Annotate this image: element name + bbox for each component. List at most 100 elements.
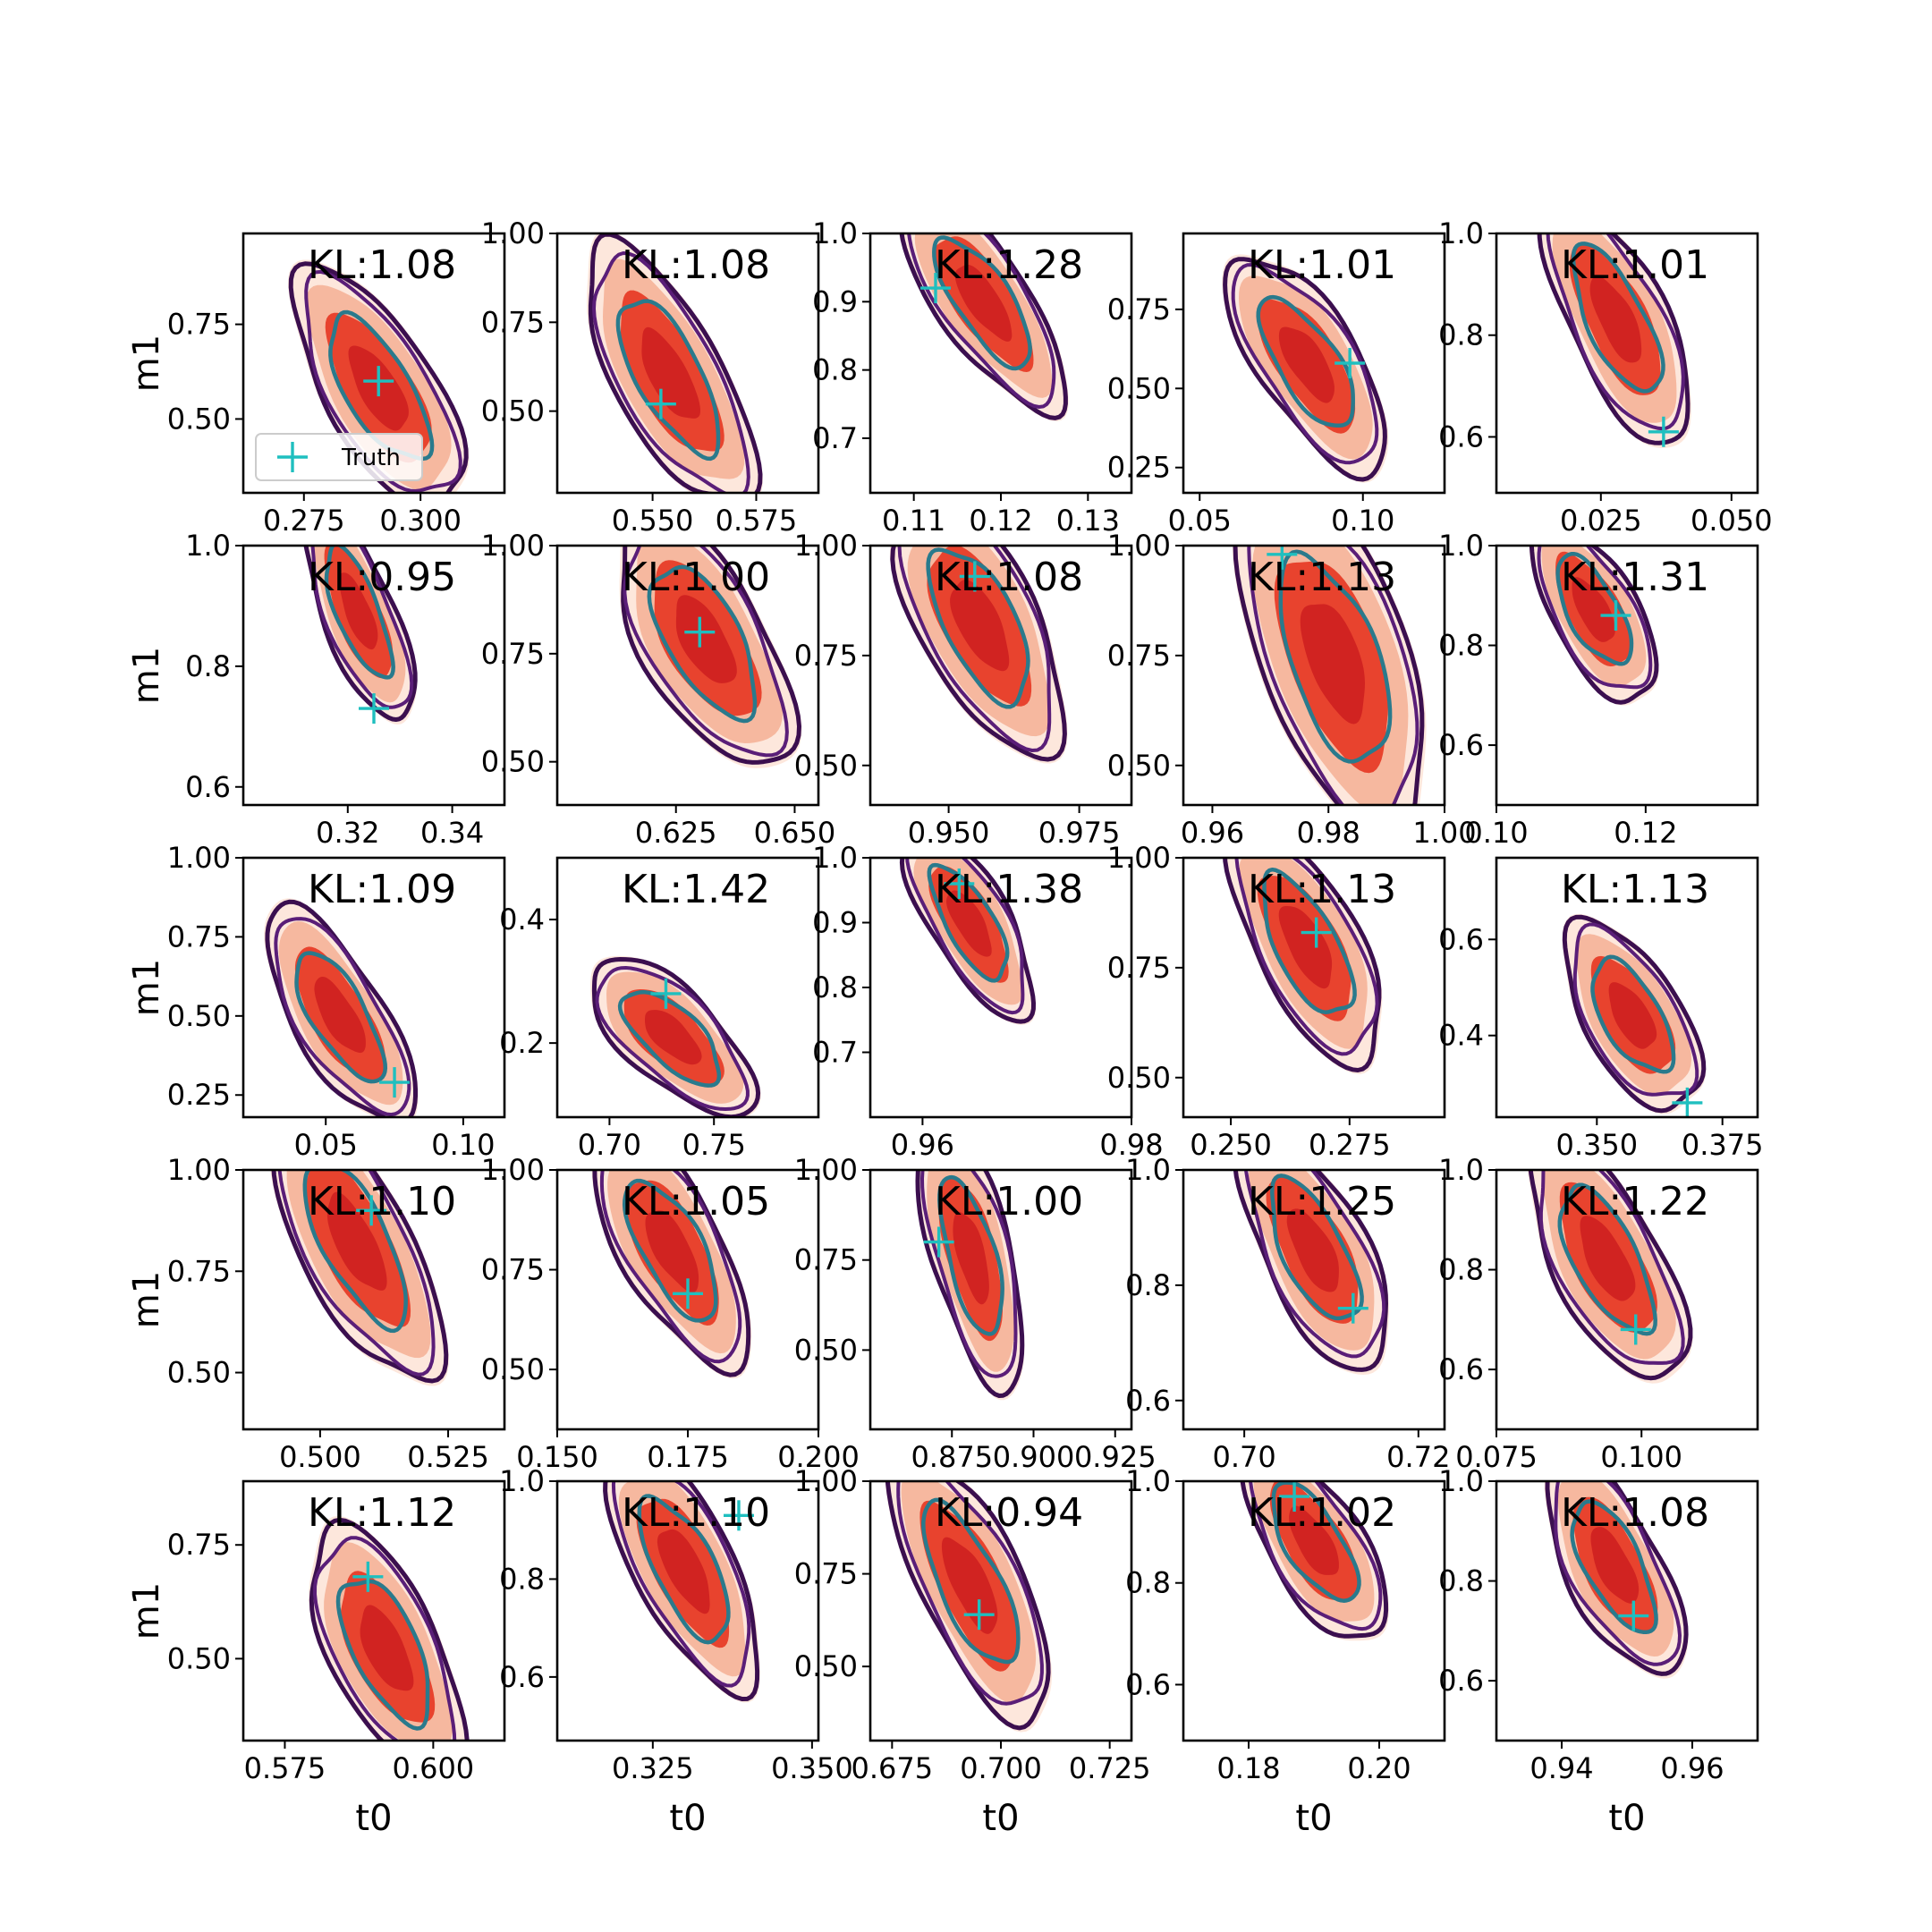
y-tick-label: 0.50 — [794, 1649, 858, 1683]
kl-annotation: KL:0.95 — [308, 555, 456, 600]
y-tick-label: 1.0 — [1438, 216, 1484, 250]
x-tick-label: 0.12 — [969, 504, 1032, 538]
y-tick-label: 1.00 — [481, 216, 545, 250]
y-tick-label: 1.0 — [1125, 1464, 1171, 1498]
contour-outer — [915, 1170, 1025, 1398]
subplot-4-1: 0.325 0.350 0.6 0.8 1.0 KL:1.10 t0 — [499, 1464, 853, 1839]
y-tick-label: 1.00 — [167, 1153, 231, 1187]
y-tick-label: 0.2 — [499, 1026, 545, 1060]
subplot-0-1: 0.550 0.575 0.50 0.75 1.00 KL:1.08 — [481, 216, 820, 538]
kl-annotation: KL:1.13 — [1561, 867, 1709, 912]
y-tick-label: 1.00 — [1107, 841, 1171, 875]
contour-inner — [927, 862, 1010, 983]
density-contours — [915, 1170, 1025, 1401]
kl-annotation: KL:1.28 — [935, 242, 1083, 288]
x-tick-label: 0.13 — [1056, 504, 1120, 538]
y-tick-label: 0.50 — [167, 1356, 231, 1390]
axes-frame — [1182, 1168, 1446, 1431]
y-tick-label: 0.50 — [481, 745, 545, 779]
contour-outer — [1529, 546, 1659, 705]
y-tick-label: 0.6 — [1438, 419, 1484, 453]
y-tick-label: 1.0 — [812, 841, 858, 875]
truth-marker — [363, 366, 394, 397]
y-tick-label: 1.00 — [481, 1153, 545, 1187]
truth-marker — [923, 1226, 954, 1258]
contour-mid — [1538, 1170, 1685, 1365]
contour-inner — [615, 299, 721, 462]
truth-marker — [645, 388, 676, 419]
kl-annotation: KL:1.01 — [1248, 242, 1396, 288]
axes-frame — [1182, 232, 1446, 495]
density-fill-core — [645, 1210, 699, 1293]
y-tick-label: 0.50 — [794, 1333, 858, 1367]
density-contours — [1233, 1170, 1389, 1375]
kl-annotation: KL:1.08 — [622, 242, 770, 288]
density-contours — [1222, 254, 1389, 483]
density-fill-core — [1300, 604, 1365, 724]
y-tick-label: 0.6 — [1125, 1667, 1171, 1701]
density-fill-core — [1572, 577, 1615, 642]
axes-frame — [242, 856, 506, 1119]
x-tick-label: 1.00 — [1412, 816, 1476, 850]
density-contours — [1223, 858, 1383, 1074]
density-contours — [899, 858, 1037, 1025]
kl-annotation: KL:1.02 — [1248, 1490, 1396, 1536]
contour-mid — [304, 269, 462, 493]
contour-outer — [1562, 914, 1707, 1114]
subplot-1-2: 0.950 0.975 0.50 0.75 1.00 KL:1.08 — [794, 529, 1133, 850]
contour-outer — [1223, 858, 1382, 1072]
truth-marker — [1620, 1314, 1651, 1345]
axes-frame — [555, 232, 820, 495]
axes-frame — [869, 544, 1133, 807]
kl-annotation: KL:1.22 — [1561, 1179, 1709, 1224]
x-tick-label: 0.05 — [294, 1128, 358, 1162]
axes-frame — [1495, 1168, 1759, 1431]
density-contours — [1240, 1481, 1389, 1641]
contour-outer — [899, 858, 1036, 1024]
contour-inner — [335, 1579, 430, 1731]
truth-marker — [1672, 1087, 1703, 1117]
contour-outer — [588, 233, 763, 493]
x-tick-label: 0.250 — [1190, 1128, 1272, 1162]
y-tick-label: 1.0 — [1125, 1153, 1171, 1187]
contour-mid — [1234, 858, 1379, 1056]
axes-frame — [1495, 856, 1759, 1119]
subplot-3-2: 0.875 0.900 0.925 0.50 0.75 1.00 KL:1.00 — [794, 1153, 1157, 1474]
density-contours — [591, 1170, 752, 1379]
contour-inner — [617, 989, 722, 1088]
y-tick-label: 0.50 — [1107, 371, 1171, 405]
y-axis-label: m1 — [126, 1582, 167, 1640]
y-tick-label: 0.75 — [481, 305, 545, 339]
kl-annotation: KL:1.08 — [308, 242, 456, 288]
x-tick-label: 0.10 — [431, 1128, 495, 1162]
subplot-2-2: 0.96 0.98 0.7 0.8 0.9 1.0 KL:1.38 — [812, 841, 1164, 1162]
axes-frame — [555, 856, 820, 1119]
contour-inner — [932, 235, 1032, 371]
y-tick-label: 1.0 — [1438, 1464, 1484, 1498]
subplot-2-3: 0.250 0.275 0.50 0.75 1.00 KL:1.13 — [1107, 841, 1446, 1162]
truth-marker — [684, 616, 716, 648]
axes-frame — [1182, 856, 1446, 1119]
density-fill-core — [1580, 1216, 1636, 1301]
density-contours — [899, 233, 1069, 422]
density-contours — [1562, 913, 1707, 1117]
y-tick-label: 1.00 — [794, 529, 858, 563]
density-fill-core — [1278, 326, 1335, 403]
contour-inner — [302, 1170, 408, 1334]
density-fill-core — [953, 1211, 989, 1305]
y-tick-label: 0.75 — [167, 1254, 231, 1288]
contour-outer — [1233, 546, 1425, 805]
contour-inner — [1270, 1174, 1364, 1321]
x-tick-label: 0.18 — [1216, 1751, 1280, 1785]
truth-marker — [673, 1278, 703, 1309]
x-tick-label: 0.700 — [960, 1751, 1042, 1785]
y-tick-label: 0.75 — [167, 308, 231, 342]
density-fill-core — [954, 264, 1013, 342]
y-tick-label: 1.00 — [794, 1153, 858, 1187]
y-tick-label: 0.8 — [185, 649, 231, 683]
kl-annotation: KL:1.13 — [1248, 555, 1396, 600]
y-tick-label: 0.50 — [481, 1352, 545, 1386]
contour-mid — [907, 233, 1056, 409]
contour-outer — [271, 1170, 449, 1384]
